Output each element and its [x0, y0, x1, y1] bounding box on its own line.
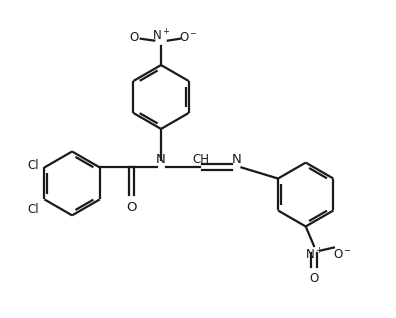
Text: O: O	[129, 31, 139, 44]
Text: $\mathregular{O^-}$: $\mathregular{O^-}$	[179, 31, 198, 44]
Text: $\mathregular{N^+}$: $\mathregular{N^+}$	[152, 28, 170, 44]
Text: $\mathregular{O^-}$: $\mathregular{O^-}$	[333, 247, 352, 260]
Text: Cl: Cl	[27, 203, 39, 216]
Text: CH: CH	[192, 153, 209, 166]
Text: $\mathregular{N^+}$: $\mathregular{N^+}$	[305, 247, 323, 263]
Text: Cl: Cl	[27, 159, 39, 172]
Text: O: O	[309, 272, 319, 285]
Text: N: N	[231, 153, 241, 166]
Text: O: O	[126, 201, 137, 214]
Text: N: N	[156, 153, 166, 166]
